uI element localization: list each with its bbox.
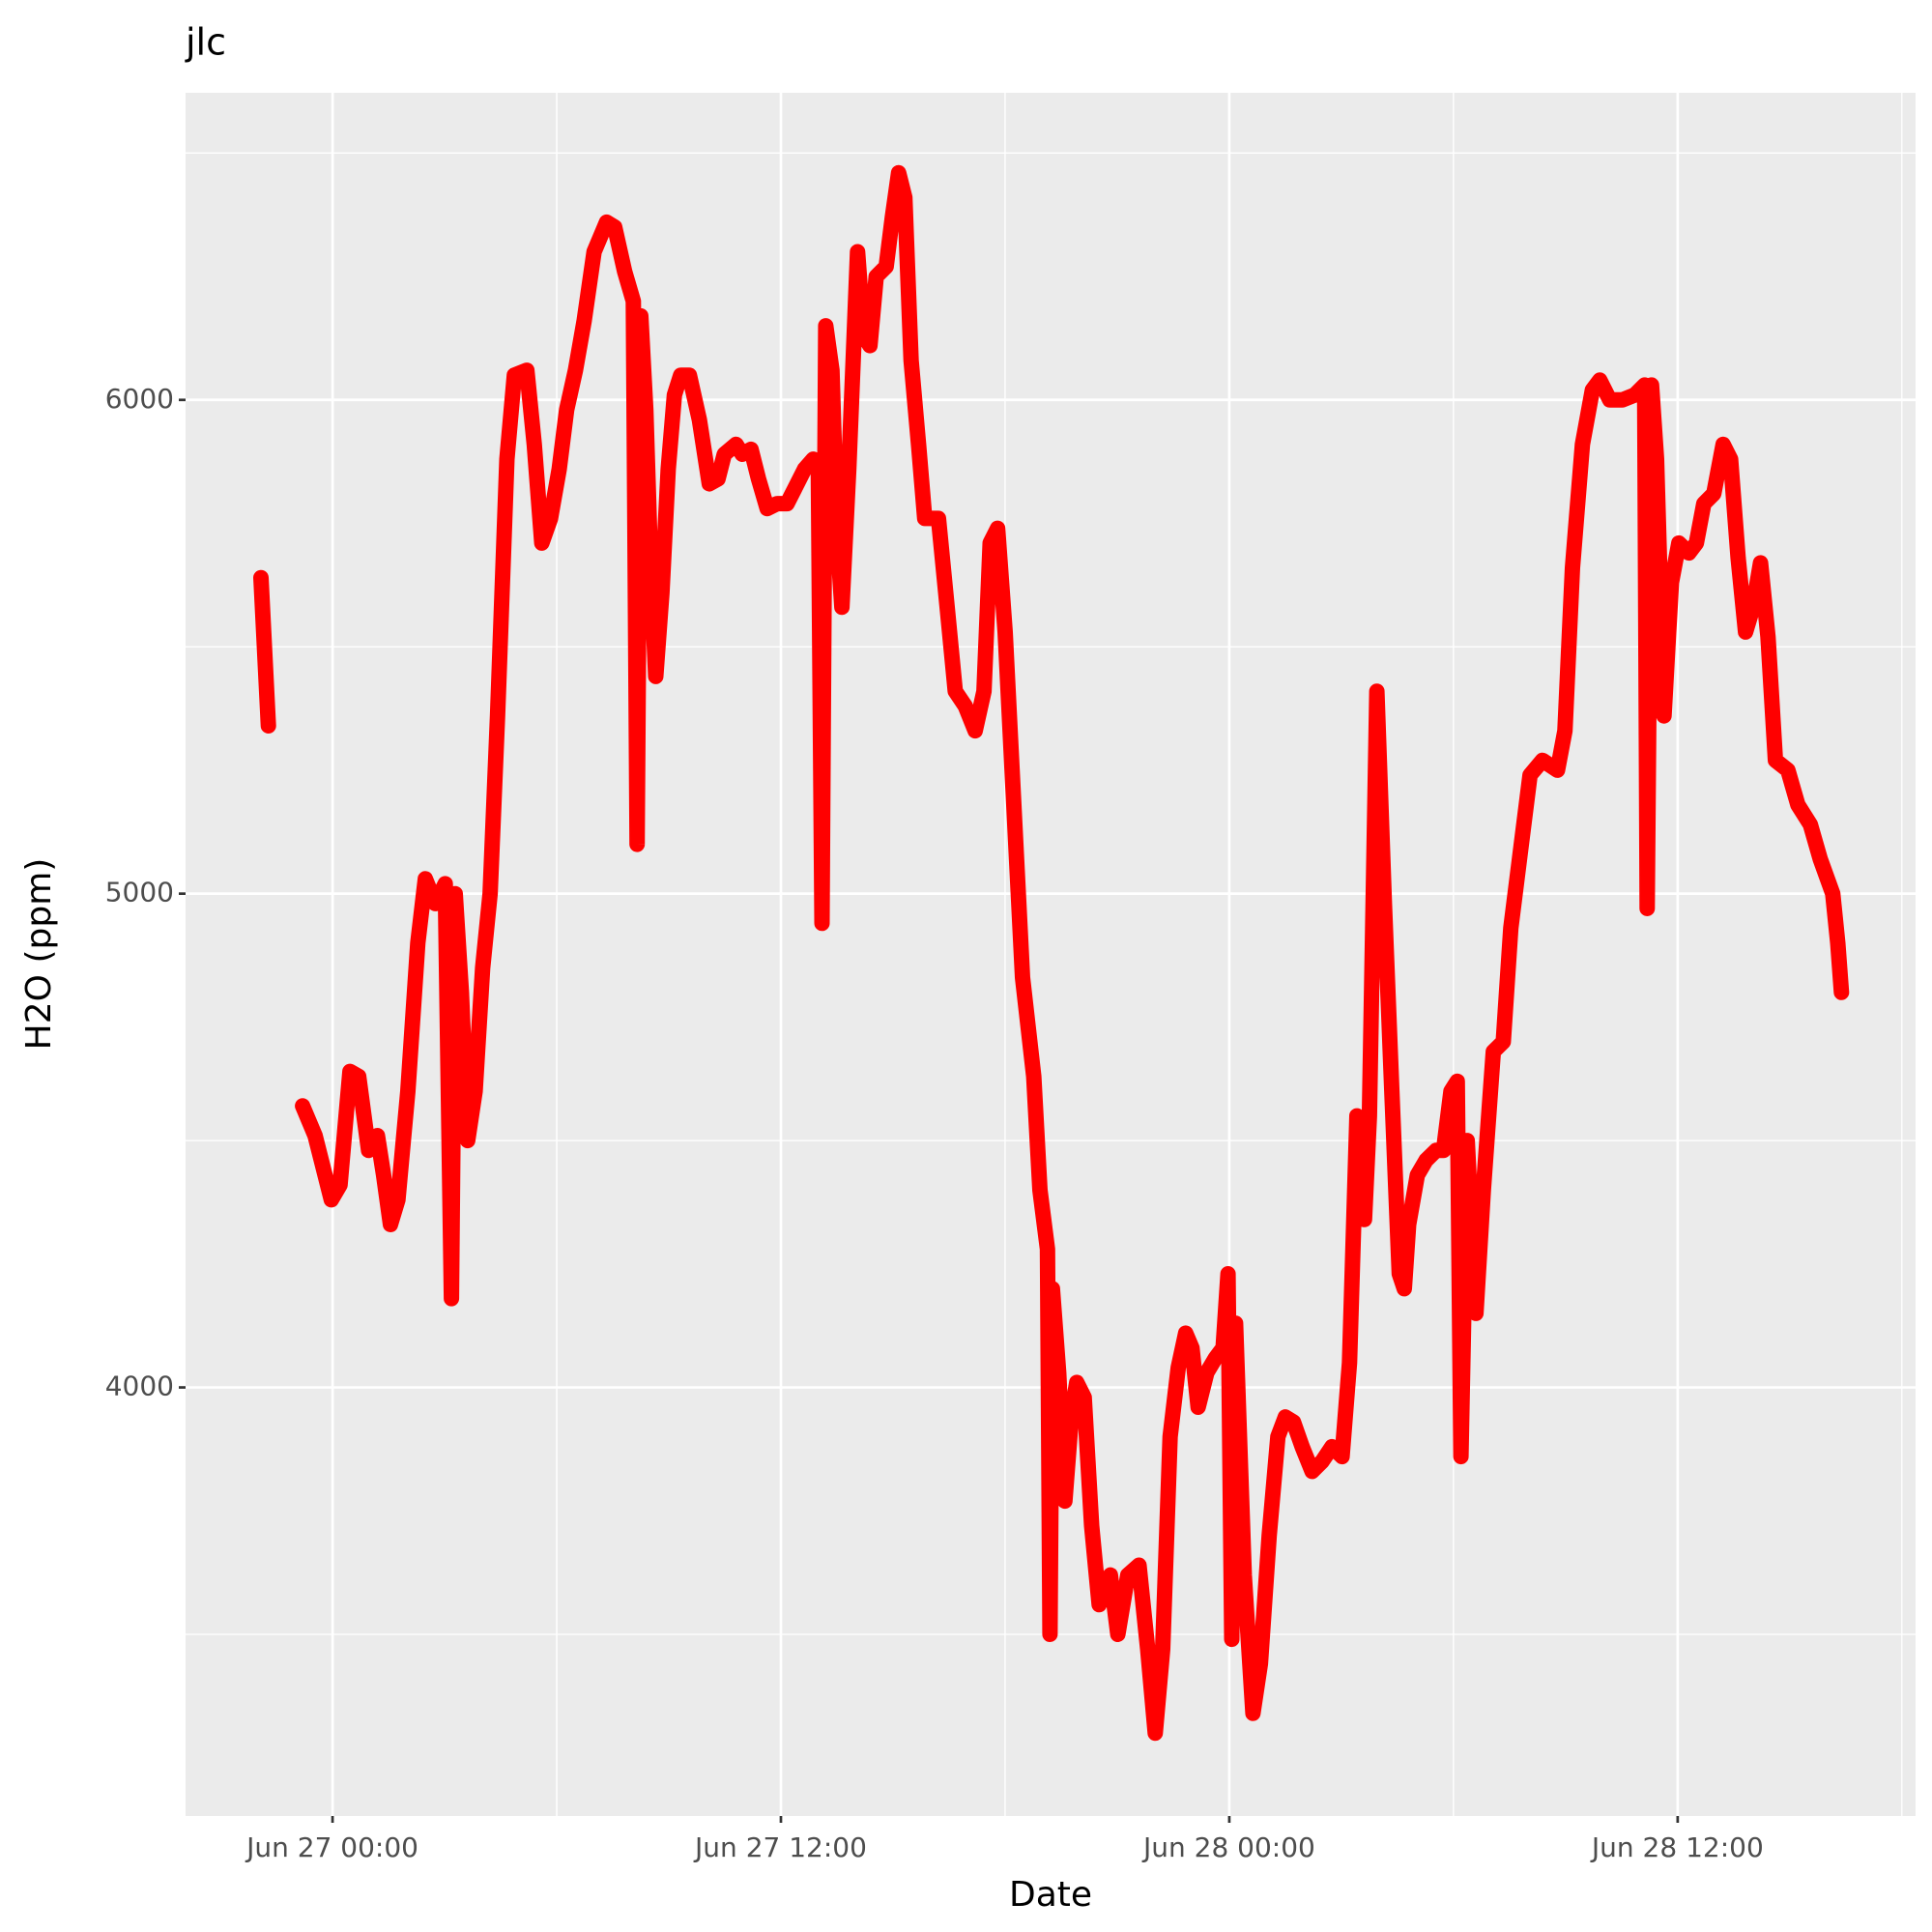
y-tick-label: 6000 bbox=[105, 383, 174, 415]
x-tick-label: Jun 28 00:00 bbox=[1141, 1831, 1315, 1863]
data-line bbox=[253, 569, 276, 734]
x-tick-label: Jun 27 12:00 bbox=[693, 1831, 867, 1863]
data-line bbox=[295, 164, 1850, 1742]
y-axis-title: H2O (ppm) bbox=[19, 858, 59, 1051]
y-tick-label: 5000 bbox=[105, 877, 174, 908]
y-tick-label: 4000 bbox=[105, 1370, 174, 1402]
x-tick-label: Jun 28 12:00 bbox=[1590, 1831, 1764, 1863]
x-axis-title: Date bbox=[1009, 1875, 1092, 1915]
chart-title: jlc bbox=[185, 21, 226, 64]
x-tick-label: Jun 27 00:00 bbox=[245, 1831, 418, 1863]
